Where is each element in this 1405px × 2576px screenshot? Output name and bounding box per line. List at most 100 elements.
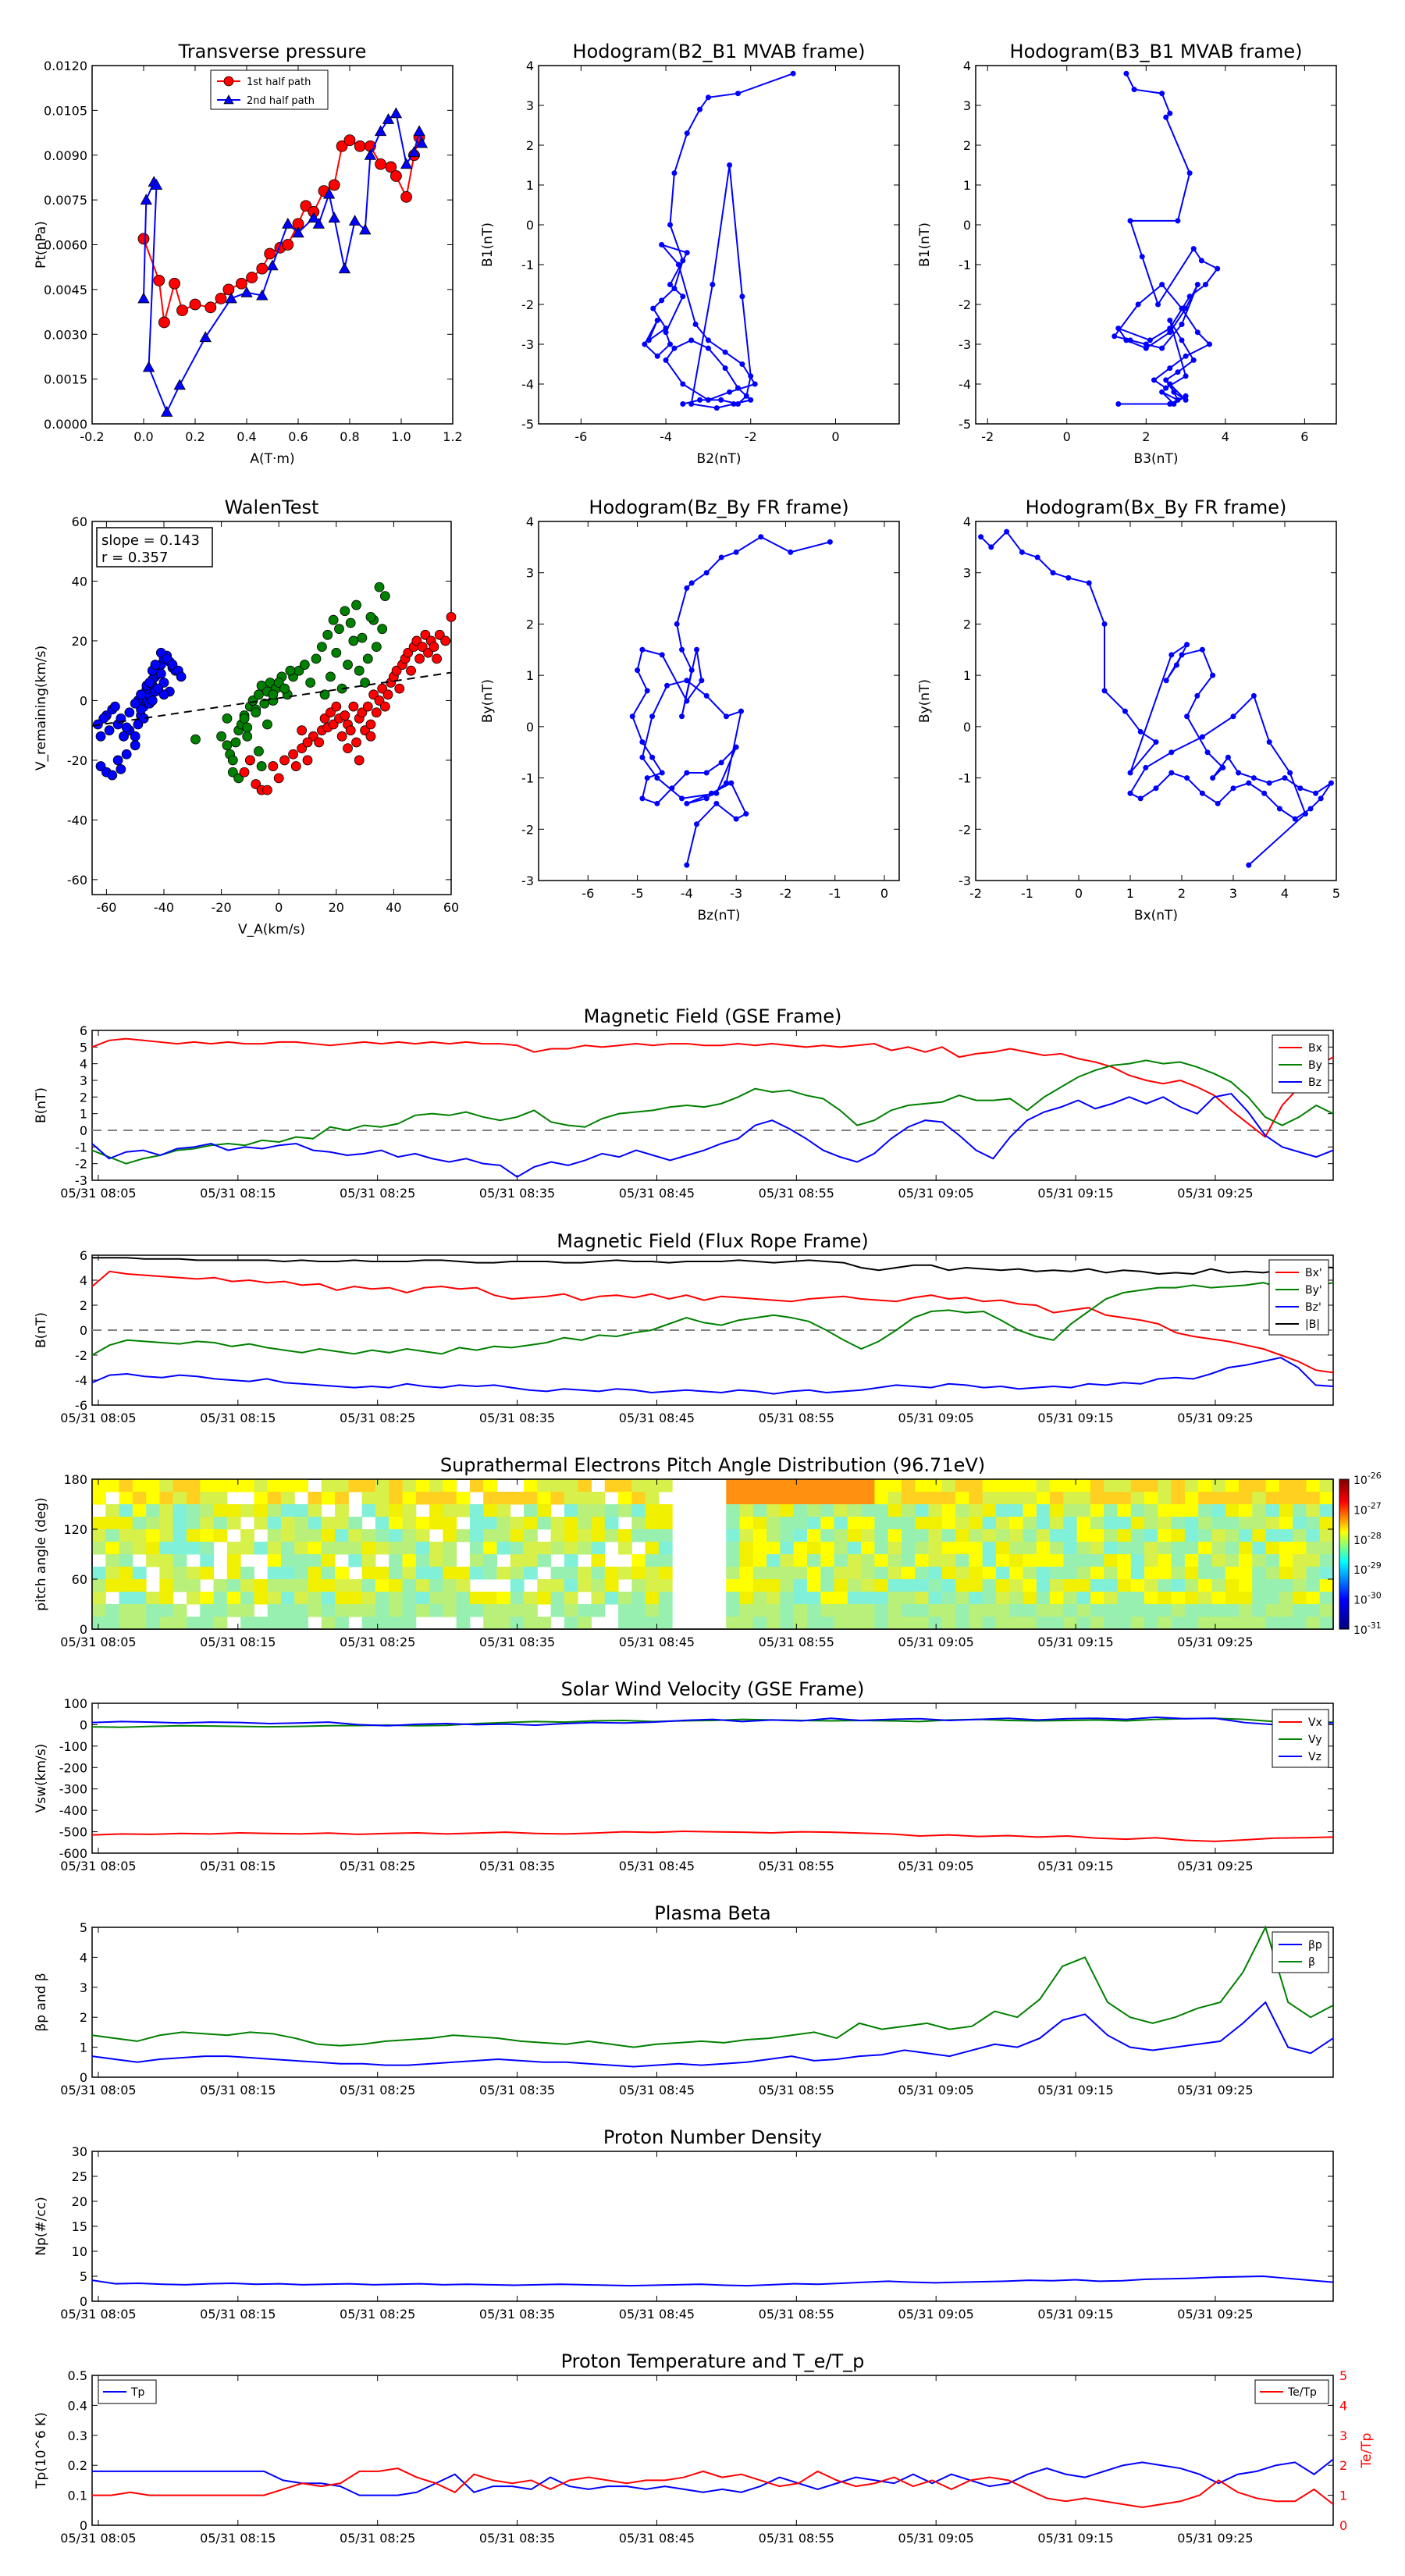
heatmap-cell: [348, 1554, 363, 1567]
heatmap-cell: [604, 1504, 619, 1517]
heatmap-cell: [159, 1517, 174, 1530]
heatmap-cell: [1050, 1504, 1064, 1517]
heatmap-cell: [186, 1617, 201, 1630]
heatmap-cell: [1023, 1542, 1037, 1555]
heatmap-cell: [119, 1617, 133, 1630]
heatmap-cell: [132, 1617, 147, 1630]
data-point: [371, 642, 382, 653]
time-tick-label: 05/31 08:05: [60, 2531, 136, 2546]
plot-frame: [91, 1478, 1334, 1630]
heatmap-cell: [645, 1579, 660, 1592]
x-axis-label: V_A(km/s): [238, 922, 305, 938]
heatmap-cell: [308, 1554, 322, 1567]
heatmap-cell: [200, 1567, 215, 1580]
heatmap-cell: [1184, 1592, 1199, 1605]
heatmap-cell: [941, 1592, 956, 1605]
y-axis-label: Vsw(km/s): [34, 1744, 49, 1813]
heatmap-cell: [928, 1492, 943, 1505]
plot-frame: [975, 65, 1337, 425]
heatmap-cell: [645, 1617, 660, 1630]
heatmap-cell: [483, 1592, 497, 1605]
heatmap-cell: [820, 1479, 835, 1493]
y-tick-label: 5: [80, 2269, 87, 2284]
heatmap-cell: [1211, 1617, 1226, 1630]
data-point: [1168, 749, 1175, 756]
heatmap-cell: [496, 1517, 511, 1530]
y-tick-label: 4: [526, 59, 534, 73]
heatmap-cell: [658, 1517, 673, 1530]
heatmap-cell: [1023, 1554, 1037, 1567]
data-point: [1199, 646, 1205, 653]
chart-title: WalenTest: [225, 496, 319, 518]
data-point: [343, 660, 353, 670]
heatmap-cell: [496, 1529, 511, 1542]
data-point: [244, 755, 255, 766]
heatmap-cell: [254, 1492, 269, 1505]
data-point: [223, 76, 234, 87]
heatmap-cell: [834, 1617, 848, 1630]
time-tick-label: 05/31 08:25: [340, 1186, 415, 1201]
heatmap-cell: [308, 1504, 322, 1517]
heatmap-cell: [1023, 1592, 1037, 1605]
data-point: [978, 534, 984, 540]
heatmap-cell: [1225, 1554, 1240, 1567]
heatmap-cell: [1198, 1529, 1212, 1542]
heatmap-cell: [874, 1479, 889, 1493]
heatmap-cell: [887, 1604, 902, 1617]
data-point: [176, 304, 188, 317]
heatmap-cell: [510, 1617, 525, 1630]
heatmap-cell: [510, 1492, 525, 1505]
heatmap-cell: [361, 1604, 376, 1617]
data-point: [215, 292, 227, 304]
heatmap-cell: [564, 1517, 578, 1530]
heatmap-cell: [739, 1554, 754, 1567]
data-point: [1179, 337, 1185, 343]
heatmap-cell: [1225, 1567, 1240, 1580]
heatmap-cell: [1184, 1567, 1199, 1580]
heatmap-cell: [1023, 1504, 1037, 1517]
heatmap-cell: [483, 1517, 497, 1530]
heatmap-cell: [1023, 1579, 1037, 1592]
heatmap-cell: [456, 1567, 471, 1580]
heatmap-cell: [1144, 1592, 1158, 1605]
heatmap-cell: [861, 1504, 875, 1517]
series-line: [1112, 73, 1219, 405]
heatmap-cell: [969, 1492, 984, 1505]
y-right-tick-label: 3: [1339, 2428, 1347, 2443]
colorbar-label: 10-29: [1353, 1560, 1382, 1577]
y-axis-label: B(nT): [34, 1312, 49, 1348]
heatmap-cell: [361, 1479, 376, 1493]
legend-label: Vy: [1308, 1734, 1322, 1746]
heatmap-cell: [335, 1504, 349, 1517]
data-point: [362, 701, 373, 712]
heatmap-cell: [308, 1592, 322, 1605]
data-point: [415, 137, 429, 148]
heatmap-cell: [941, 1517, 956, 1530]
time-tick-label: 05/31 09:05: [898, 1186, 974, 1201]
heatmap-cell: [780, 1604, 795, 1617]
heatmap-cell: [874, 1604, 889, 1617]
heatmap-cell: [402, 1542, 417, 1555]
y-axis-label: pitch angle (deg): [34, 1497, 49, 1611]
heatmap-cell: [591, 1554, 606, 1567]
heatmap-cell: [510, 1554, 525, 1567]
heatmap-cell: [726, 1517, 741, 1530]
heatmap-cell: [1265, 1554, 1280, 1567]
data-point: [348, 635, 359, 646]
heatmap-cell: [564, 1617, 578, 1630]
heatmap-cell: [200, 1554, 215, 1567]
heatmap-cell: [928, 1617, 943, 1630]
data-point: [340, 606, 350, 617]
heatmap-cell: [1239, 1504, 1253, 1517]
x-tick-label: 3: [1229, 886, 1237, 901]
heatmap-cell: [1130, 1492, 1145, 1505]
data-point: [256, 761, 267, 771]
heatmap-cell: [335, 1479, 349, 1493]
panel-proton-density: Proton Number Density051015202530Np(#/cc…: [34, 2126, 1334, 2322]
data-point: [1215, 265, 1221, 272]
heatmap-cell: [955, 1529, 969, 1542]
heatmap-cell: [793, 1604, 808, 1617]
data-point: [1155, 301, 1161, 308]
heatmap-cell: [429, 1479, 443, 1493]
